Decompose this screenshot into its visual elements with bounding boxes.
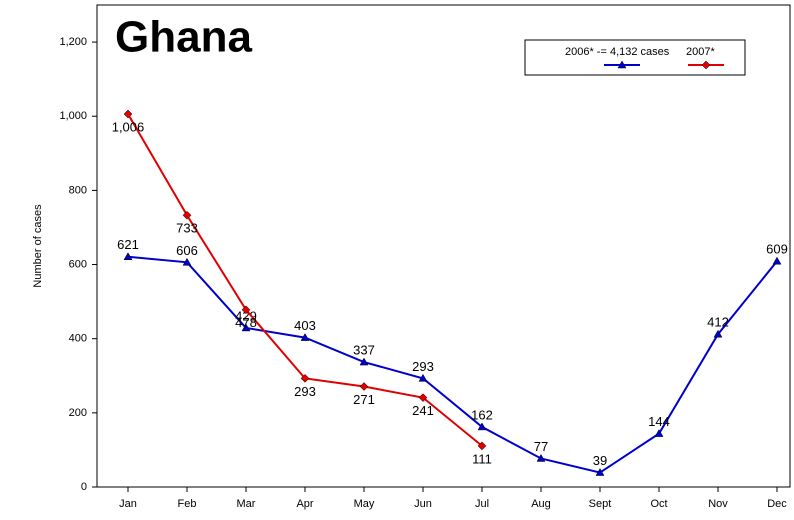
data-label: 412 [707,315,729,330]
marker [595,468,605,476]
data-label: 429 [235,308,257,323]
y-tick-label: 800 [69,184,87,196]
data-label: 77 [534,439,548,454]
data-label: 1,006 [112,119,145,134]
marker [300,374,310,383]
x-tick-label: Mar [237,498,256,510]
data-label: 478 [235,315,257,330]
marker [418,393,428,402]
marker [418,373,428,382]
data-label: 621 [117,237,139,252]
data-label: 337 [353,342,375,357]
y-tick-label: 0 [81,481,87,493]
data-label: 39 [593,453,607,468]
data-label: 241 [412,403,434,418]
data-label: 271 [353,392,375,407]
plot-frame [96,4,791,488]
marker [772,256,782,265]
legend [524,39,746,76]
data-label: 162 [471,407,493,422]
data-label: 606 [176,243,198,258]
marker [182,210,192,220]
series-line [127,255,778,474]
marker [713,329,723,338]
marker [241,305,251,315]
data-label: 403 [294,318,316,333]
data-label: 144 [648,414,670,429]
x-tick-label: Nov [708,498,728,510]
x-tick-label: Sept [589,498,612,510]
data-label: 733 [176,221,198,236]
x-tick-label: Apr [296,498,313,510]
x-tick-label: Jan [119,498,137,510]
chart-title: Ghana [115,13,252,62]
x-tick-label: Oct [650,498,667,510]
data-label: 111 [472,451,492,466]
marker [536,453,546,462]
marker [300,333,310,341]
y-tick-label: 200 [69,407,87,419]
marker [654,429,664,437]
marker [123,252,133,261]
x-tick-label: Jun [414,498,432,510]
legend-label: 2007* [686,46,715,58]
marker [123,109,133,119]
marker [477,441,487,451]
legend-label: 2006* -= 4,132 cases [565,46,670,58]
x-tick-label: Aug [531,498,551,510]
marker [477,422,487,431]
y-tick-label: 1,200 [59,36,87,48]
x-tick-label: Jul [475,498,489,510]
marker [241,323,251,332]
y-axis-label: Number of cases [32,204,44,288]
x-tick-label: Feb [178,498,197,510]
x-tick-label: Dec [767,498,787,510]
y-tick-label: 600 [69,258,87,270]
x-tick-label: May [354,498,375,510]
y-tick-label: 400 [69,333,87,345]
marker [182,257,192,266]
marker [359,382,369,391]
marker [701,60,711,70]
data-label: 293 [412,359,434,374]
marker [617,60,627,69]
data-label: 609 [766,242,788,257]
data-label: 293 [294,384,316,399]
marker [359,357,369,366]
y-tick-label: 1,000 [59,110,87,122]
